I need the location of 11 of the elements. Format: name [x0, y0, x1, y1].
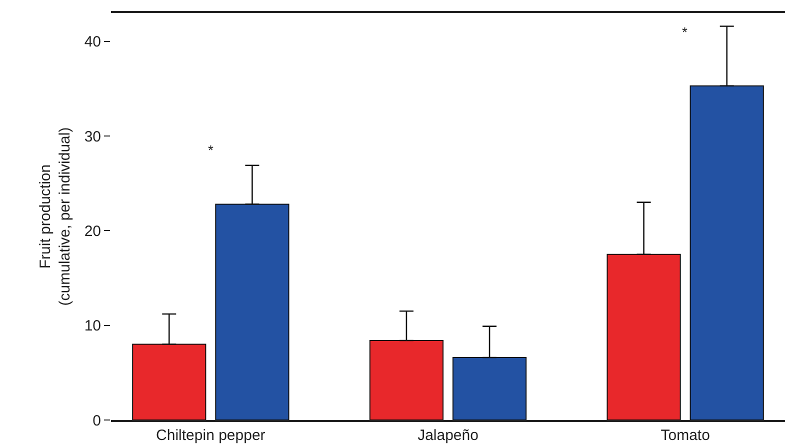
annotation: *: [682, 24, 688, 40]
x-tick-label: Jalapeño: [418, 426, 478, 444]
y-tick-label: 20: [84, 222, 101, 240]
y-tick-label: 0: [92, 412, 101, 430]
annotation: *: [208, 142, 214, 158]
y-tick-label: 30: [84, 128, 101, 146]
y-tick-label: 10: [84, 318, 101, 335]
y-tick-label: 40: [84, 34, 101, 51]
y-axis-title: Fruit production (cumulative, per individual): [37, 127, 74, 306]
x-tick-label: Chiltepin pepper: [156, 426, 266, 444]
x-tick-label: Tomato: [660, 426, 710, 444]
